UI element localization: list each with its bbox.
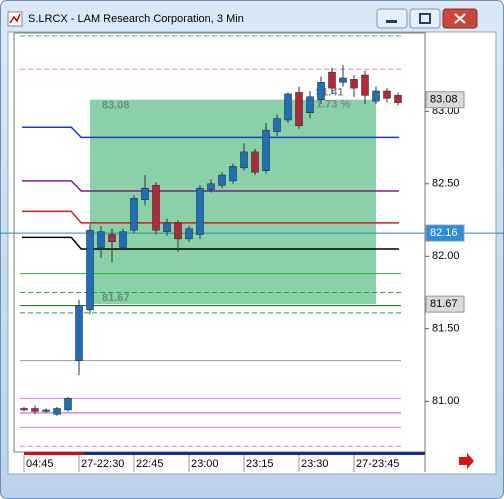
candle-body [119,231,127,248]
y-tick-label: 81.00 [432,395,460,407]
minimize-glyph [386,20,397,23]
candle-body [163,222,171,232]
candle-body [394,95,402,103]
candle-body [317,82,325,100]
candle-body [273,118,281,132]
y-tick-label: 82.50 [432,178,460,190]
box-bottom-label: 81.67 [102,292,130,304]
candle-body [53,408,61,415]
x-tick-label: 23:30 [301,458,329,470]
candle-body [108,234,116,243]
candle-body [339,77,347,83]
box-percent-label: 1.73 % [316,99,350,111]
candle-body [20,408,28,411]
x-tick-label: 22:45 [136,458,164,470]
level-line [22,180,399,192]
minimize-button[interactable] [376,8,408,29]
price-marker-label: 82.16 [430,227,458,239]
level-line [22,236,399,250]
y-tick-label: 82.00 [432,250,460,262]
candle-body [295,92,303,127]
y-tick-label: 83.00 [432,105,460,117]
candle-body [196,187,204,235]
candle-body [262,129,270,171]
candle-body [284,93,292,121]
x-tick-label: 23:15 [246,458,274,470]
level-line [22,126,399,139]
app-icon-glyph [9,13,21,24]
y-tick-label: 81.50 [432,323,460,335]
restore-glyph [419,13,431,24]
x-tick-label: 27-22:30 [81,458,124,470]
restore-button[interactable] [409,8,441,29]
candle-body [130,198,138,231]
price-marker-label: 81.67 [430,298,458,310]
candle-body [75,305,83,361]
candle-body [141,187,149,200]
candle-body [152,184,160,231]
candle-body [64,398,72,411]
candle-body [31,408,39,412]
candle-body [97,231,105,248]
candle-body [328,71,336,89]
scroll-arrow[interactable] [459,453,474,469]
candle-body [350,79,358,89]
window-title: S.LRCX - LAM Research Corporation, 3 Min [28,13,244,25]
close-glyph [454,13,466,24]
box-top-label: 83.08 [102,100,130,112]
candle-body [383,90,391,99]
candle-body [174,222,182,240]
candle-body [207,183,215,190]
candle-body [251,151,259,173]
candle-body [218,174,226,186]
x-tick-label: 04:45 [26,458,54,470]
level-line [22,210,399,224]
x-tick-label: 23:00 [191,458,219,470]
candle-body [361,74,369,96]
price-marker [425,91,465,109]
candle-body [306,96,314,113]
price-marker [425,224,465,242]
session-strip [84,452,425,455]
x-tick-label: 27-23:45 [356,458,399,470]
price-marker [425,295,465,313]
price-marker-label: 83.08 [430,94,458,106]
candle-body [42,409,50,412]
candle-body [229,166,237,182]
candle-body [372,90,380,102]
candle-body [86,229,94,311]
candle-body [185,228,193,240]
session-strip [24,452,84,455]
candle-body [240,151,248,169]
